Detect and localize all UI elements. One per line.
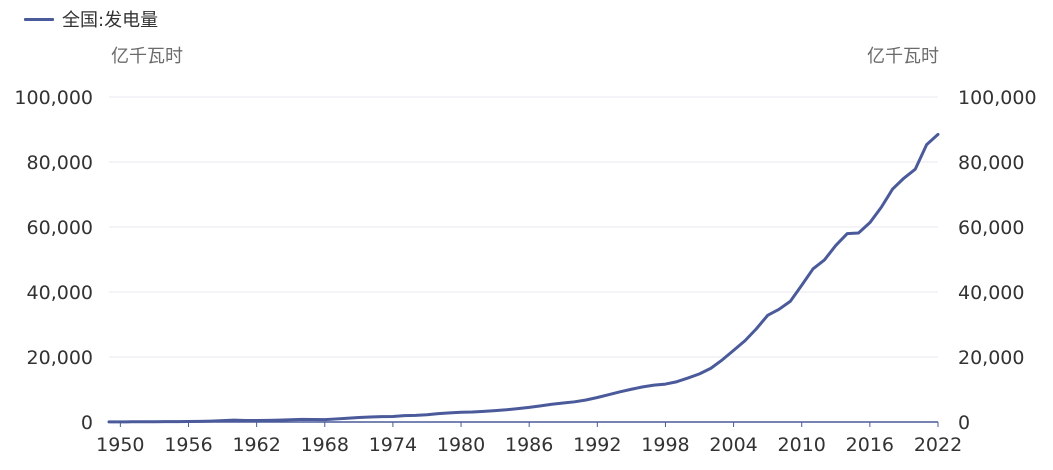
x-tick-label: 1968 — [301, 434, 349, 456]
y-tick-label-right: 80,000 — [958, 152, 1024, 174]
y-tick-label-right: 60,000 — [958, 217, 1024, 239]
x-tick-label: 2004 — [709, 434, 757, 456]
y-tick-label-left: 60,000 — [27, 217, 93, 239]
y-axis-left-unit: 亿千瓦时 — [111, 46, 183, 67]
legend-label: 全国:发电量 — [62, 10, 159, 31]
x-tick-label: 1962 — [232, 434, 280, 456]
series-line-power-generation — [107, 132, 940, 424]
legend[interactable]: 全国:发电量 — [24, 6, 158, 32]
series-lines — [107, 132, 940, 424]
tick-labels: 0 0 20,000 20,000 40,000 40,000 60,000 60,000 80… — [14, 87, 1036, 456]
y-tick-label-left: 100,000 — [14, 87, 93, 109]
x-tick-label: 1998 — [641, 434, 689, 456]
x-tick-label: 1956 — [164, 434, 212, 456]
legend-line-swatch — [24, 17, 54, 21]
y-tick-label-left: 20,000 — [27, 347, 93, 369]
x-tick-label: 1950 — [96, 434, 144, 456]
y-tick-label-right: 40,000 — [958, 282, 1024, 304]
x-tick-label: 2022 — [914, 434, 962, 456]
x-tick-label: 2016 — [846, 434, 894, 456]
y-tick-label-left: 80,000 — [27, 152, 93, 174]
y-tick-label-right: 100,000 — [958, 87, 1037, 109]
axes — [109, 421, 939, 427]
x-tick-label: 1974 — [369, 434, 417, 456]
y-tick-label-left: 0 — [81, 412, 93, 434]
y-tick-label-right: 0 — [958, 412, 970, 434]
x-tick-label: 1980 — [437, 434, 485, 456]
y-tick-label-right: 20,000 — [958, 347, 1024, 369]
y-axis-right-unit: 亿千瓦时 — [867, 46, 939, 67]
gridlines — [109, 96, 938, 358]
x-tick-label: 1992 — [573, 434, 621, 456]
y-tick-label-left: 40,000 — [27, 282, 93, 304]
x-tick-label: 2010 — [778, 434, 826, 456]
x-tick-label: 1986 — [505, 434, 553, 456]
